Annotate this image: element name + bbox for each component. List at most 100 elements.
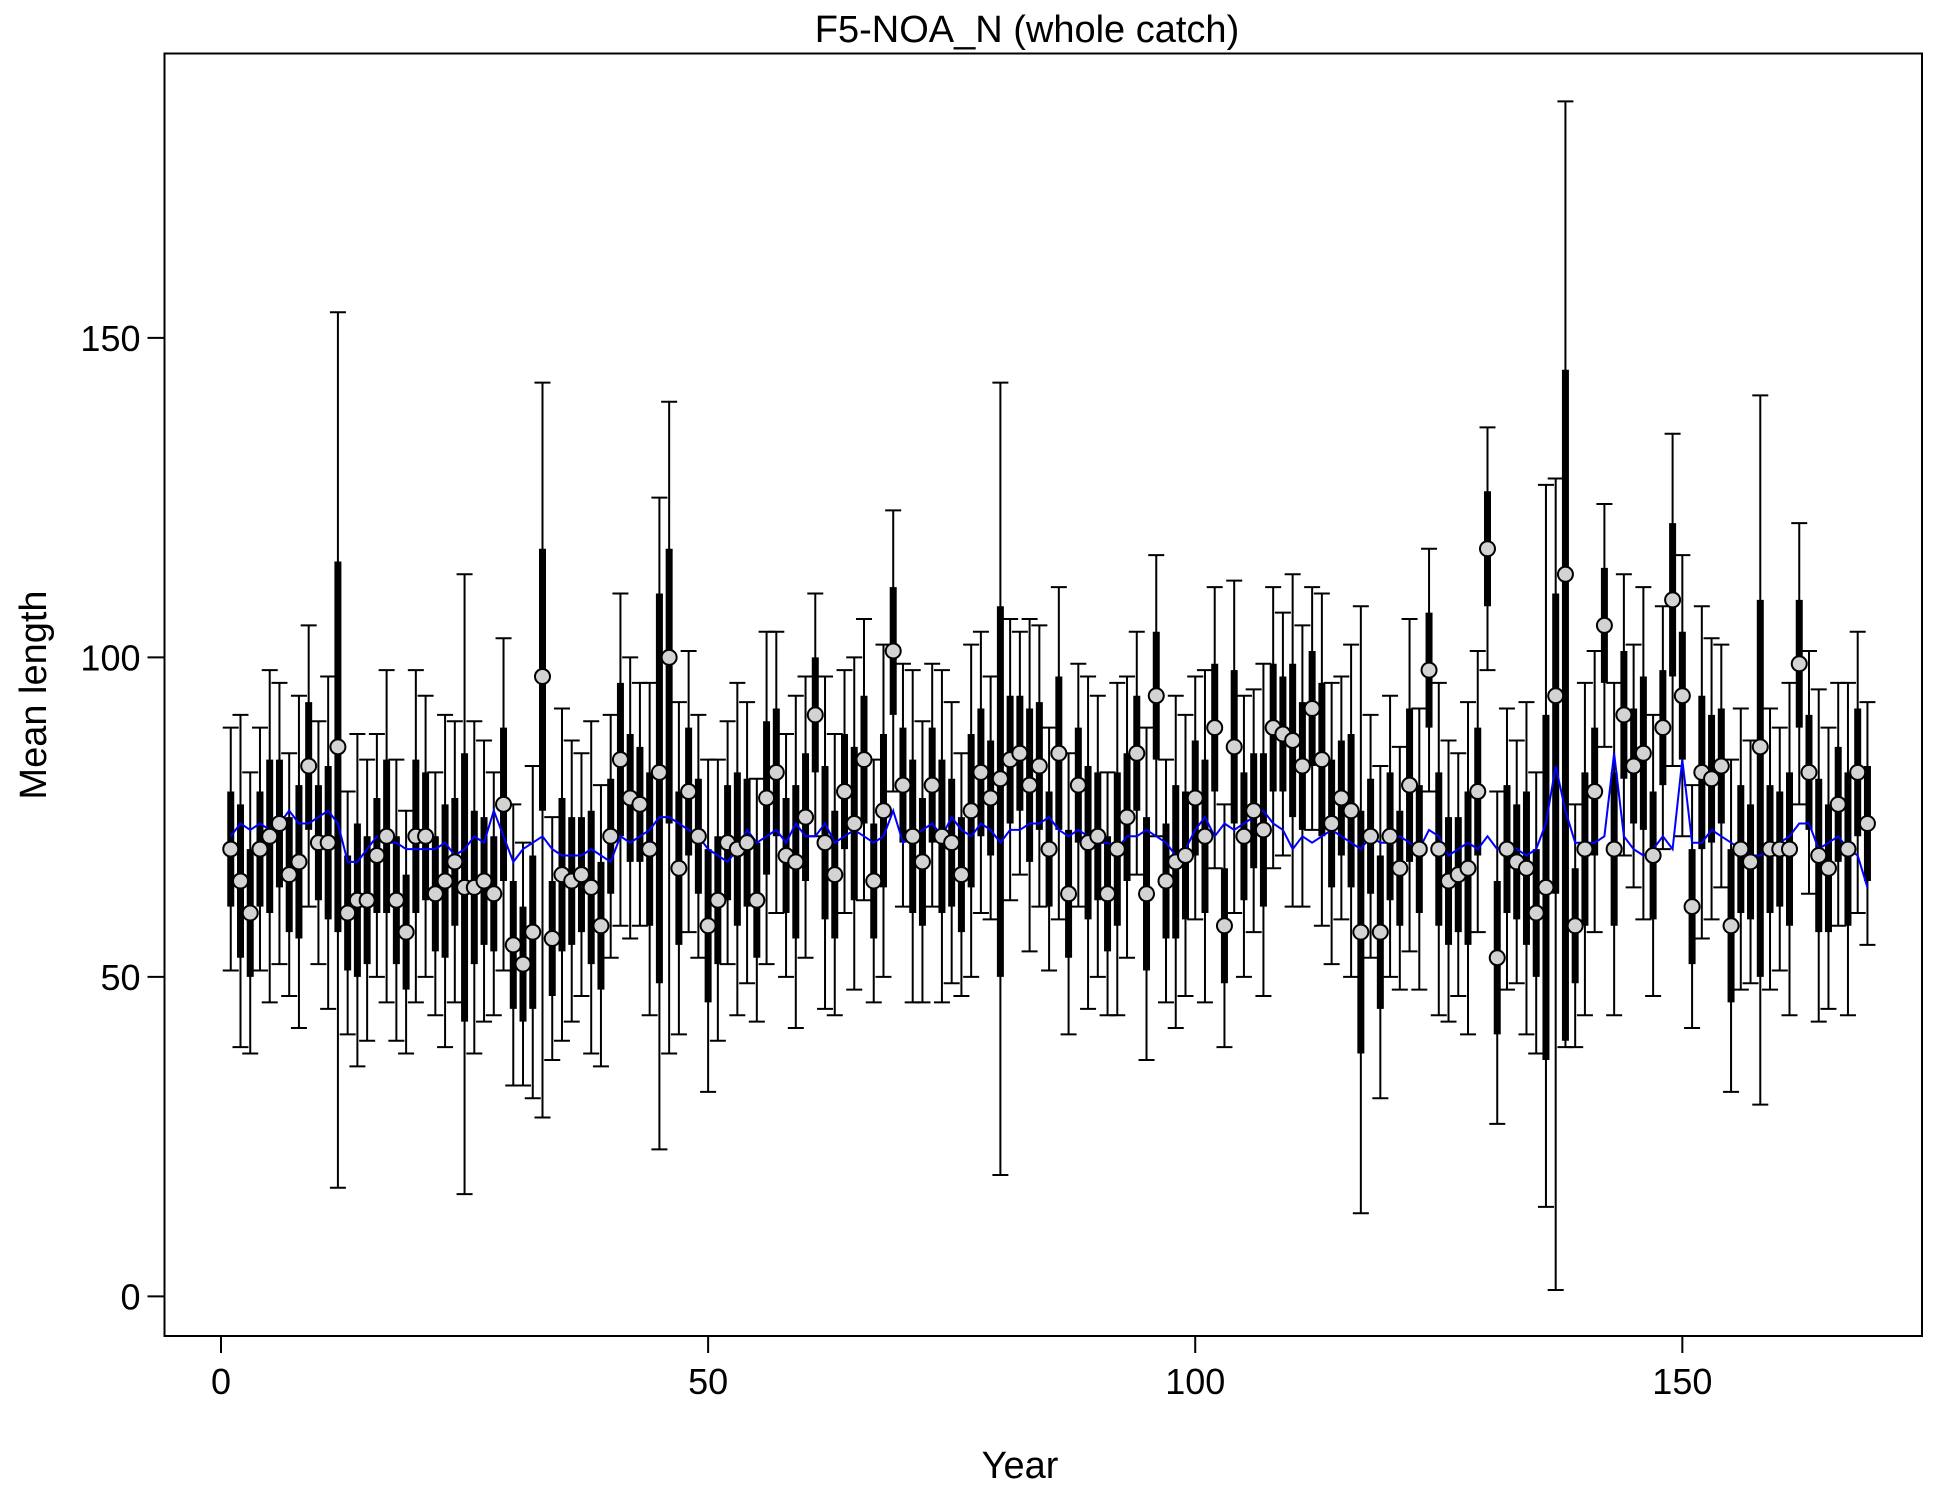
observed-point [1595,616,1613,634]
observed-point [1040,840,1058,858]
observed-point [650,763,668,781]
observed-point [241,904,259,922]
observed-point [592,917,610,935]
observed-point [1147,687,1165,705]
observed-point [417,827,435,845]
observed-point [426,885,444,903]
observed-point [1332,789,1350,807]
observed-point [962,802,980,820]
observed-point [1128,744,1146,762]
observed-point [543,930,561,948]
observed-point [1352,923,1370,941]
observed-point [231,872,249,890]
observed-point [446,853,464,871]
observed-point [845,815,863,833]
observed-point [943,834,961,852]
observed-point [1186,789,1204,807]
observed-point [1673,687,1691,705]
observed-point [680,783,698,801]
observed-point [1157,872,1175,890]
observed-point [270,815,288,833]
y-axis-label: Mean length [13,590,55,799]
observed-point [641,840,659,858]
observed-point [894,776,912,794]
observed-point [533,668,551,686]
observed-point [1420,661,1438,679]
observed-point [1391,859,1409,877]
observed-point [1196,827,1214,845]
observed-point [1742,853,1760,871]
observed-point [572,866,590,884]
observed-point [1371,923,1389,941]
x-tick-label: 150 [1652,1361,1712,1402]
observed-point [1381,827,1399,845]
observed-point [1790,655,1808,673]
observed-point [1732,840,1750,858]
observed-point [1060,885,1078,903]
observed-point [397,923,415,941]
observed-point [1576,840,1594,858]
observed-point [1021,776,1039,794]
observed-point [1225,738,1243,756]
observed-point [855,751,873,769]
observed-point [1323,815,1341,833]
y-tick-label: 150 [80,318,140,359]
observed-point [631,795,649,813]
observed-point [1829,795,1847,813]
observed-point [1030,757,1048,775]
observed-point [836,783,854,801]
observed-point [758,789,776,807]
observed-point [991,770,1009,788]
observed-point [1527,904,1545,922]
observed-point [767,763,785,781]
observed-point [1138,885,1156,903]
observed-point [1625,757,1643,775]
x-tick-label: 50 [688,1361,728,1402]
observed-point [787,853,805,871]
x-tick-label: 0 [211,1361,231,1402]
observed-point [436,872,454,890]
observed-point [1313,751,1331,769]
observed-point [1819,859,1837,877]
observed-point [504,936,522,954]
observed-point [1605,840,1623,858]
observed-point [1654,719,1672,737]
observed-point [660,648,678,666]
observed-point [1069,776,1087,794]
observed-point [1751,738,1769,756]
observed-point [611,751,629,769]
observed-point [1498,840,1516,858]
observed-point [261,827,279,845]
observed-point [1303,699,1321,717]
observed-point [884,642,902,660]
observed-point [1664,591,1682,609]
observed-point [1050,744,1068,762]
observed-point [1206,719,1224,737]
observed-point [485,885,503,903]
observed-point [290,853,308,871]
observed-point [358,891,376,909]
observed-point [1722,917,1740,935]
observed-point [1469,783,1487,801]
chart-title: F5-NOA_N (whole catch) [815,9,1239,51]
observed-point [816,834,834,852]
observed-point [1118,808,1136,826]
observed-point [952,866,970,884]
observed-point [1810,846,1828,864]
observed-point [329,738,347,756]
observed-point [1430,840,1448,858]
observed-point [475,872,493,890]
observed-point [709,891,727,909]
observed-point [1089,827,1107,845]
observed-point [1712,757,1730,775]
observed-point [1284,731,1302,749]
observed-point [1245,802,1263,820]
observed-point [1459,859,1477,877]
observed-point [1293,757,1311,775]
observed-point [1839,840,1857,858]
observed-point [1254,821,1272,839]
observed-point [923,776,941,794]
observed-point [1410,840,1428,858]
observed-point [1537,878,1555,896]
y-tick-label: 0 [120,1276,140,1317]
